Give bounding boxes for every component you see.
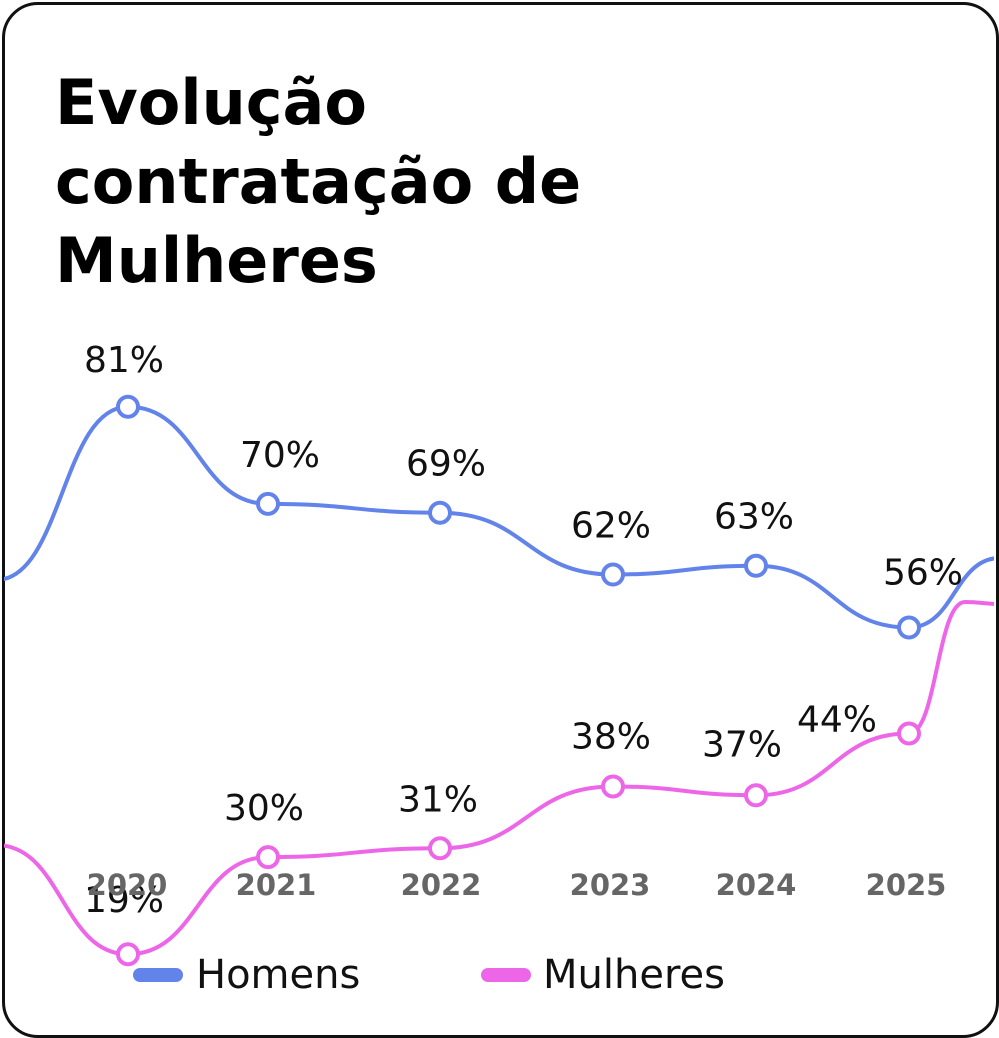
x-tick-label-2020: 2020	[87, 868, 168, 902]
point-homens-2024	[744, 553, 768, 578]
point-homens-2023	[601, 562, 625, 587]
point-mulheres-2023	[601, 774, 625, 799]
legend-label-mulheres: Mulheres	[543, 952, 725, 998]
x-tick-label-2025: 2025	[866, 868, 947, 902]
title-line-1: Evolução	[55, 66, 367, 139]
point-mulheres-2021	[256, 845, 280, 870]
legend-label-homens: Homens	[196, 952, 360, 998]
data-label-mulheres-2023: 38%	[571, 716, 651, 757]
series-line-mulheres	[4, 599, 994, 957]
point-mulheres-2020	[116, 942, 140, 967]
data-label-homens-2022: 69%	[406, 444, 486, 485]
data-label-mulheres-2020: 19%	[84, 880, 164, 921]
point-mulheres-2022	[428, 836, 452, 861]
data-label-homens-2023: 62%	[571, 506, 651, 547]
data-label-mulheres-2025: 44%	[797, 699, 877, 740]
chart-title: Evolução contratação de Mulheres	[55, 63, 755, 300]
x-tick-label-2024: 2024	[716, 868, 797, 902]
data-label-homens-2025: 56%	[883, 553, 963, 594]
point-mulheres-2024	[744, 783, 768, 808]
x-tick-label-2021: 2021	[236, 868, 317, 902]
point-mulheres-2025	[897, 721, 921, 746]
data-label-mulheres-2022: 31%	[398, 779, 478, 820]
x-tick-label-2022: 2022	[401, 868, 482, 902]
data-label-homens-2024: 63%	[714, 497, 794, 538]
point-homens-2021	[256, 491, 280, 516]
data-label-mulheres-2024: 37%	[702, 724, 782, 765]
series-line-homens	[4, 404, 994, 630]
point-homens-2020	[116, 394, 140, 419]
legend: Homens Mulheres	[133, 952, 725, 998]
point-homens-2022	[428, 500, 452, 525]
title-line-2: contratação de	[55, 145, 582, 218]
point-homens-2025	[897, 615, 921, 640]
data-label-homens-2021: 70%	[240, 435, 320, 476]
x-tick-label-2023: 2023	[570, 868, 651, 902]
data-label-homens-2020: 81%	[84, 340, 164, 381]
title-line-3: Mulheres	[55, 224, 378, 297]
data-label-mulheres-2021: 30%	[224, 788, 304, 829]
